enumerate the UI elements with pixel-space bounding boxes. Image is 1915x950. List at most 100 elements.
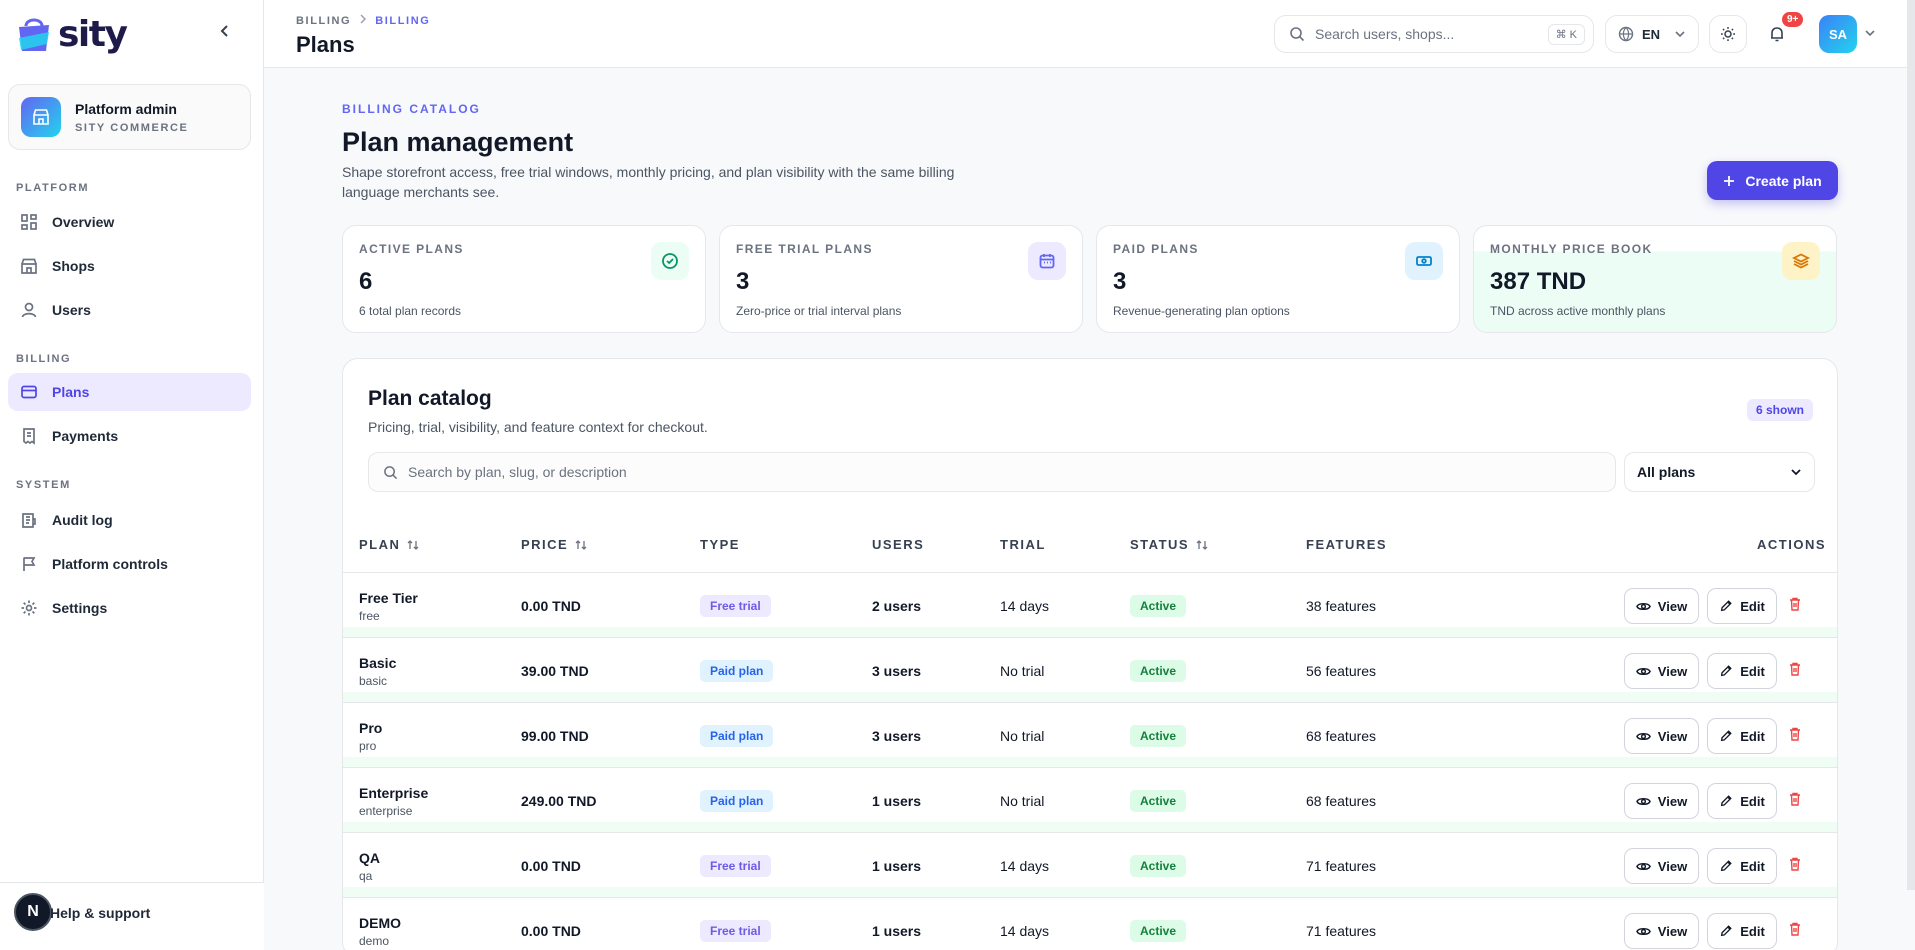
- sidebar-item-settings[interactable]: Settings: [8, 589, 251, 627]
- plan-features: 71 features: [1306, 923, 1377, 939]
- plan-features: 68 features: [1306, 793, 1377, 809]
- sidebar-item-plans[interactable]: Plans: [8, 373, 251, 411]
- sidebar-item-shops[interactable]: Shops: [8, 247, 251, 285]
- plan-cell: QA qa: [359, 850, 380, 883]
- plan-users: 2 users: [872, 598, 922, 614]
- language-select[interactable]: EN: [1605, 15, 1699, 53]
- eye-icon: [1635, 797, 1651, 805]
- help-support-link[interactable]: Help & support: [50, 905, 151, 921]
- plan-trial: 14 days: [1000, 923, 1050, 939]
- plan-name: QA: [359, 850, 380, 866]
- sidebar-item-label: Settings: [52, 600, 108, 616]
- breadcrumb: BILLING BILLING: [296, 14, 430, 27]
- top-header: BILLING BILLING Plans Search users, shop…: [264, 0, 1915, 68]
- collapse-sidebar-button[interactable]: [214, 20, 236, 42]
- trash-icon[interactable]: [1787, 661, 1807, 681]
- column-header-price[interactable]: PRICE: [521, 537, 588, 552]
- sort-icon: [1196, 539, 1208, 550]
- receipt-icon: [23, 428, 35, 445]
- eye-icon: [1635, 862, 1651, 870]
- page-scrollbar[interactable]: [1907, 0, 1915, 890]
- language-value: EN: [1642, 26, 1661, 42]
- view-plan-button[interactable]: View: [1624, 783, 1699, 819]
- table-row[interactable]: Pro pro 99.00 TND Paid plan 3 users No trial A…: [343, 702, 1837, 767]
- search-placeholder: Search users, shops...: [1315, 26, 1455, 42]
- plan-users: 1 users: [872, 793, 922, 809]
- logo[interactable]: sity: [16, 12, 128, 56]
- sidebar-item-overview[interactable]: Overview: [8, 203, 251, 241]
- table-row[interactable]: Enterprise enterprise 249.00 TND Paid plan 1…: [343, 767, 1837, 832]
- column-label: USERS: [872, 537, 925, 552]
- sidebar-item-users[interactable]: Users: [8, 291, 251, 329]
- plan-name: Pro: [359, 720, 383, 736]
- breadcrumb-item[interactable]: BILLING: [296, 14, 352, 27]
- table-row[interactable]: Basic basic 39.00 TND Paid plan 3 users No tr…: [343, 637, 1837, 702]
- plan-price: 0.00 TND: [521, 858, 581, 874]
- view-label: View: [1657, 923, 1688, 939]
- view-plan-button[interactable]: View: [1624, 718, 1699, 754]
- plan-search-input[interactable]: Search by plan, slug, or description: [368, 452, 1616, 492]
- plan-filter-select[interactable]: All plans: [1624, 452, 1815, 492]
- create-plan-button[interactable]: Create plan: [1707, 161, 1838, 200]
- column-header-status[interactable]: STATUS: [1130, 537, 1209, 552]
- column-header-actions: ACTIONS: [1757, 537, 1826, 552]
- trash-icon[interactable]: [1787, 921, 1807, 941]
- global-search-input[interactable]: Search users, shops... ⌘ K: [1274, 15, 1594, 53]
- view-label: View: [1657, 858, 1688, 874]
- theme-toggle-button[interactable]: [1709, 15, 1747, 53]
- plan-users: 1 users: [872, 923, 922, 939]
- user-icon: [21, 302, 37, 318]
- sidebar-item-audit-log[interactable]: Audit log: [8, 501, 251, 539]
- chevron-down-icon[interactable]: [1864, 26, 1876, 44]
- sidebar-item-payments[interactable]: Payments: [8, 417, 251, 455]
- next-badge-icon[interactable]: N: [14, 893, 52, 931]
- trash-icon[interactable]: [1787, 856, 1807, 876]
- plan-name: Basic: [359, 655, 397, 671]
- edit-plan-button[interactable]: Edit: [1707, 718, 1777, 754]
- trash-icon[interactable]: [1787, 791, 1807, 811]
- plus-icon: [1724, 175, 1735, 186]
- column-header-plan[interactable]: PLAN: [359, 537, 420, 552]
- row-stripe: [343, 887, 1837, 897]
- user-avatar[interactable]: SA: [1819, 15, 1857, 53]
- table-row[interactable]: DEMO demo 0.00 TND Free trial 1 users 14 days…: [343, 897, 1837, 950]
- edit-plan-button[interactable]: Edit: [1707, 653, 1777, 689]
- view-plan-button[interactable]: View: [1624, 913, 1699, 949]
- trash-icon[interactable]: [1787, 596, 1807, 616]
- plan-slug: basic: [359, 674, 388, 688]
- stat-label: FREE TRIAL PLANS: [736, 242, 873, 256]
- notification-count-badge: 9+: [1782, 12, 1804, 27]
- table-row[interactable]: Free Tier free 0.00 TND Free trial 2 users 14…: [343, 572, 1837, 637]
- pencil-icon: [1721, 600, 1732, 612]
- stat-label: ACTIVE PLANS: [359, 242, 464, 256]
- table-row[interactable]: QA qa 0.00 TND Free trial 1 users 14 days Acti…: [343, 832, 1837, 897]
- edit-plan-button[interactable]: Edit: [1707, 588, 1777, 624]
- edit-label: Edit: [1740, 793, 1765, 809]
- sidebar-item-platform-controls[interactable]: Platform controls: [8, 545, 251, 583]
- edit-plan-button[interactable]: Edit: [1707, 848, 1777, 884]
- view-plan-button[interactable]: View: [1624, 848, 1699, 884]
- stat-label: MONTHLY PRICE BOOK: [1490, 242, 1653, 256]
- view-plan-button[interactable]: View: [1624, 653, 1699, 689]
- plan-search-placeholder: Search by plan, slug, or description: [408, 464, 627, 480]
- log-icon: [22, 513, 36, 528]
- stat-sub: Zero-price or trial interval plans: [736, 304, 902, 318]
- plan-type-badge: Free trial: [700, 595, 771, 617]
- shopping-bag-logo-icon: [16, 14, 52, 54]
- trash-icon[interactable]: [1787, 726, 1807, 746]
- plan-users: 3 users: [872, 663, 922, 679]
- plan-type-badge: Paid plan: [700, 660, 774, 682]
- column-header-trial: TRIAL: [1000, 537, 1046, 552]
- plan-type-badge: Paid plan: [700, 725, 774, 747]
- notifications-button[interactable]: 9+: [1758, 12, 1804, 53]
- catalog-subtitle: Pricing, trial, visibility, and feature …: [368, 419, 708, 435]
- edit-plan-button[interactable]: Edit: [1707, 783, 1777, 819]
- logo-text: sity: [58, 13, 128, 55]
- status-badge: Active: [1130, 725, 1187, 747]
- stat-sub: 6 total plan records: [359, 304, 462, 318]
- card-icon: [21, 385, 37, 399]
- edit-plan-button[interactable]: Edit: [1707, 913, 1777, 949]
- workspace-card[interactable]: Platform admin SITY COMMERCE: [8, 84, 251, 150]
- view-plan-button[interactable]: View: [1624, 588, 1699, 624]
- plan-cell: Pro pro: [359, 720, 382, 753]
